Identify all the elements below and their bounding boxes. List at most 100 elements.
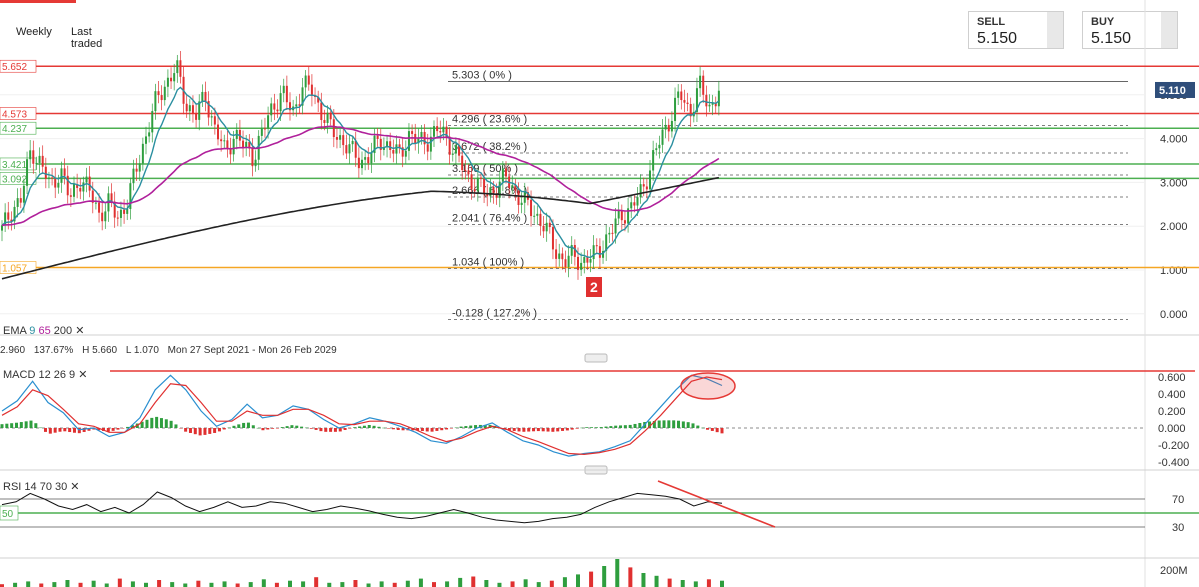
macd-histogram-bar — [551, 428, 555, 432]
candle-body — [47, 177, 50, 179]
candle-body — [373, 135, 376, 154]
info-v2: 137.67% — [33, 345, 74, 356]
macd-histogram-bar — [701, 427, 705, 429]
candle-body — [298, 104, 301, 106]
candle-body — [530, 199, 533, 217]
candle-body — [420, 131, 423, 139]
macd-histogram-bar — [275, 428, 279, 429]
candle-body — [126, 208, 129, 214]
macd-histogram-bar — [82, 428, 86, 432]
volume-bar — [549, 580, 554, 587]
last-traded-button[interactable]: Last traded — [71, 26, 103, 50]
macd-histogram-bar — [343, 428, 347, 431]
candle-body — [429, 136, 432, 152]
candle-body — [1, 225, 3, 231]
volume-bar — [340, 582, 345, 587]
ema-close-icon[interactable]: ✕ — [75, 325, 85, 337]
buy-quote-box[interactable]: BUY 5.150 — [1082, 11, 1178, 49]
candle-body — [295, 104, 298, 107]
macd-histogram-bar — [396, 428, 400, 430]
price-tick-label: 0.000 — [1160, 309, 1188, 321]
macd-histogram-bar — [667, 420, 671, 428]
macd-histogram-bar — [39, 427, 43, 429]
macd-histogram-bar — [159, 418, 163, 428]
macd-close-icon[interactable]: ✕ — [78, 369, 88, 381]
candle-body — [667, 124, 670, 132]
macd-histogram-bar — [10, 423, 14, 428]
macd-histogram-bar — [696, 425, 700, 428]
candle-body — [267, 115, 270, 129]
candle-body — [16, 198, 19, 207]
macd-histogram-bar — [474, 425, 478, 428]
macd-histogram-bar — [237, 424, 241, 428]
candle-body — [285, 85, 288, 103]
candle-body — [229, 148, 232, 155]
candle-body — [436, 126, 439, 132]
candle-body — [386, 141, 389, 148]
candle-body — [470, 174, 473, 190]
macd-histogram-bar — [111, 428, 115, 431]
ema-legend[interactable]: EMA 9 65 200 ✕ — [3, 324, 84, 337]
candle-body — [138, 163, 141, 172]
macd-histogram-bar — [174, 424, 178, 428]
candle-body — [583, 257, 586, 263]
macd-histogram-bar — [338, 428, 342, 432]
macd-label: MACD — [3, 369, 36, 381]
candle-body — [304, 75, 307, 88]
rsi-label: RSI — [3, 481, 22, 493]
candle-body — [417, 138, 420, 144]
volume-bar — [366, 583, 371, 587]
candle-body — [163, 86, 166, 101]
macd-histogram-bar — [203, 428, 207, 435]
macd-histogram-bar — [599, 427, 603, 428]
macd-histogram-bar — [619, 425, 623, 428]
candle-body — [94, 202, 97, 204]
rsi-legend[interactable]: RSI 14 70 30 ✕ — [3, 480, 80, 493]
macd-histogram-bar — [706, 428, 710, 430]
volume-bar — [615, 559, 620, 587]
candle-body — [533, 215, 536, 217]
candle-body — [82, 182, 85, 192]
candle-body — [29, 150, 32, 160]
macd-histogram-bar — [382, 427, 386, 429]
sell-quote-box[interactable]: SELL 5.150 — [968, 11, 1064, 49]
macd-histogram-bar — [285, 426, 289, 428]
candle-body — [598, 246, 601, 258]
macd-tick-label: -0.400 — [1158, 457, 1189, 469]
candle-body — [564, 259, 567, 267]
volume-bar — [248, 582, 253, 587]
ema-mid-value: 65 — [38, 325, 51, 337]
volume-bar — [602, 566, 607, 587]
candle-body — [411, 131, 414, 134]
candle-body — [370, 153, 373, 164]
volume-bar — [680, 580, 685, 587]
candle-body — [489, 187, 492, 197]
macd-legend[interactable]: MACD 12 26 9 ✕ — [3, 368, 87, 381]
rsi-close-icon[interactable]: ✕ — [70, 481, 80, 493]
candle-body — [22, 185, 25, 203]
candle-body — [645, 186, 648, 190]
candle-body — [69, 195, 72, 197]
macd-histogram-bar — [522, 428, 526, 432]
volume-bar — [222, 581, 227, 587]
rsi-params: 14 70 30 — [24, 481, 68, 493]
candle-body — [467, 170, 470, 175]
ema-slow-value: 200 — [53, 325, 73, 337]
candle-body — [683, 100, 686, 103]
candle-body — [589, 259, 592, 263]
fib-label: 2.041 ( 76.4% ) — [452, 212, 527, 224]
macd-histogram-bar — [464, 426, 468, 428]
candle-body — [473, 189, 476, 192]
macd-histogram-bar — [208, 428, 212, 434]
candle-body — [207, 100, 210, 118]
macd-histogram-bar — [19, 422, 23, 428]
macd-histogram-bar — [440, 428, 444, 431]
candle-body — [179, 60, 182, 77]
candle-body — [545, 222, 548, 232]
interval-weekly-button[interactable]: Weekly — [16, 26, 52, 38]
candle-body — [223, 140, 226, 142]
volume-bar — [78, 582, 83, 587]
candle-body — [260, 128, 263, 136]
macd-histogram-bar — [517, 428, 521, 432]
